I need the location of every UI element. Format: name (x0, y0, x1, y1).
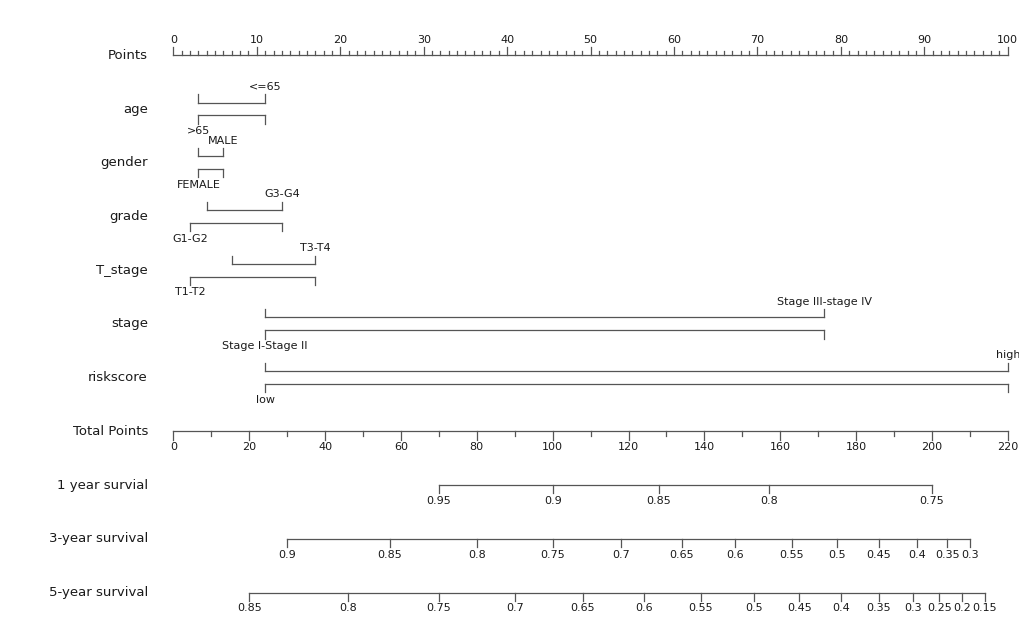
Text: age: age (123, 102, 148, 116)
Text: 0.25: 0.25 (926, 603, 951, 613)
Text: 0.45: 0.45 (786, 603, 811, 613)
Text: riskscore: riskscore (88, 371, 148, 384)
Text: stage: stage (111, 317, 148, 331)
Text: Stage III-stage IV: Stage III-stage IV (775, 296, 871, 307)
Text: 0.2: 0.2 (953, 603, 970, 613)
Text: 60: 60 (666, 35, 681, 45)
Text: 100: 100 (542, 442, 562, 452)
Text: Total Points: Total Points (72, 425, 148, 438)
Text: 100: 100 (997, 35, 1017, 45)
Text: grade: grade (109, 210, 148, 223)
Text: 0.65: 0.65 (570, 603, 595, 613)
Text: <=65: <=65 (249, 82, 281, 92)
Text: 40: 40 (318, 442, 332, 452)
Text: 0.85: 0.85 (377, 549, 401, 559)
Text: 200: 200 (920, 442, 942, 452)
Text: 0.5: 0.5 (827, 549, 845, 559)
Text: 0.5: 0.5 (744, 603, 762, 613)
Text: 180: 180 (845, 442, 866, 452)
Text: 0.6: 0.6 (726, 549, 743, 559)
Text: 120: 120 (618, 442, 639, 452)
Text: 0.55: 0.55 (779, 549, 803, 559)
Text: FEMALE: FEMALE (176, 180, 220, 190)
Text: 0.75: 0.75 (540, 549, 565, 559)
Text: 160: 160 (769, 442, 790, 452)
Text: 20: 20 (242, 442, 256, 452)
Text: 0.3: 0.3 (903, 603, 921, 613)
Text: 60: 60 (393, 442, 408, 452)
Text: 50: 50 (583, 35, 597, 45)
Text: 0.75: 0.75 (426, 603, 450, 613)
Text: >65: >65 (186, 126, 210, 137)
Text: 0.95: 0.95 (426, 495, 450, 506)
Text: 0.45: 0.45 (865, 549, 891, 559)
Text: 0.8: 0.8 (338, 603, 357, 613)
Text: 0.6: 0.6 (634, 603, 652, 613)
Text: 0.15: 0.15 (972, 603, 997, 613)
Text: gender: gender (100, 156, 148, 169)
Text: G1-G2: G1-G2 (172, 234, 208, 244)
Text: 5-year survival: 5-year survival (49, 586, 148, 599)
Text: 40: 40 (499, 35, 514, 45)
Text: low: low (256, 395, 274, 405)
Text: 1 year survial: 1 year survial (57, 478, 148, 492)
Text: T3-T4: T3-T4 (300, 243, 330, 253)
Text: 0.85: 0.85 (236, 603, 261, 613)
Text: T_stage: T_stage (96, 264, 148, 277)
Text: 0.8: 0.8 (759, 495, 776, 506)
Text: 0.7: 0.7 (611, 549, 629, 559)
Text: 0.55: 0.55 (688, 603, 712, 613)
Text: 0.35: 0.35 (933, 549, 959, 559)
Text: 0.3: 0.3 (960, 549, 977, 559)
Text: MALE: MALE (208, 135, 238, 145)
Text: G3-G4: G3-G4 (264, 189, 300, 199)
Text: 3-year survival: 3-year survival (49, 532, 148, 545)
Text: 80: 80 (470, 442, 483, 452)
Text: 0.8: 0.8 (468, 549, 485, 559)
Text: 70: 70 (750, 35, 764, 45)
Text: 0.85: 0.85 (646, 495, 671, 506)
Text: 10: 10 (250, 35, 264, 45)
Text: 20: 20 (333, 35, 347, 45)
Text: high: high (995, 350, 1019, 360)
Text: 90: 90 (916, 35, 930, 45)
Text: 0.9: 0.9 (543, 495, 561, 506)
Text: 0.65: 0.65 (668, 549, 693, 559)
Text: 0: 0 (170, 442, 176, 452)
Text: 220: 220 (997, 442, 1017, 452)
Text: 0.75: 0.75 (919, 495, 944, 506)
Text: T1-T2: T1-T2 (174, 288, 205, 298)
Text: 0.35: 0.35 (866, 603, 891, 613)
Text: Stage I-Stage II: Stage I-Stage II (222, 341, 308, 351)
Text: 30: 30 (417, 35, 430, 45)
Text: Points: Points (108, 49, 148, 62)
Text: 0.4: 0.4 (832, 603, 849, 613)
Text: 0.4: 0.4 (907, 549, 924, 559)
Text: 0: 0 (170, 35, 176, 45)
Text: 0.7: 0.7 (505, 603, 523, 613)
Text: 140: 140 (693, 442, 714, 452)
Text: 0.9: 0.9 (278, 549, 296, 559)
Text: 80: 80 (833, 35, 847, 45)
